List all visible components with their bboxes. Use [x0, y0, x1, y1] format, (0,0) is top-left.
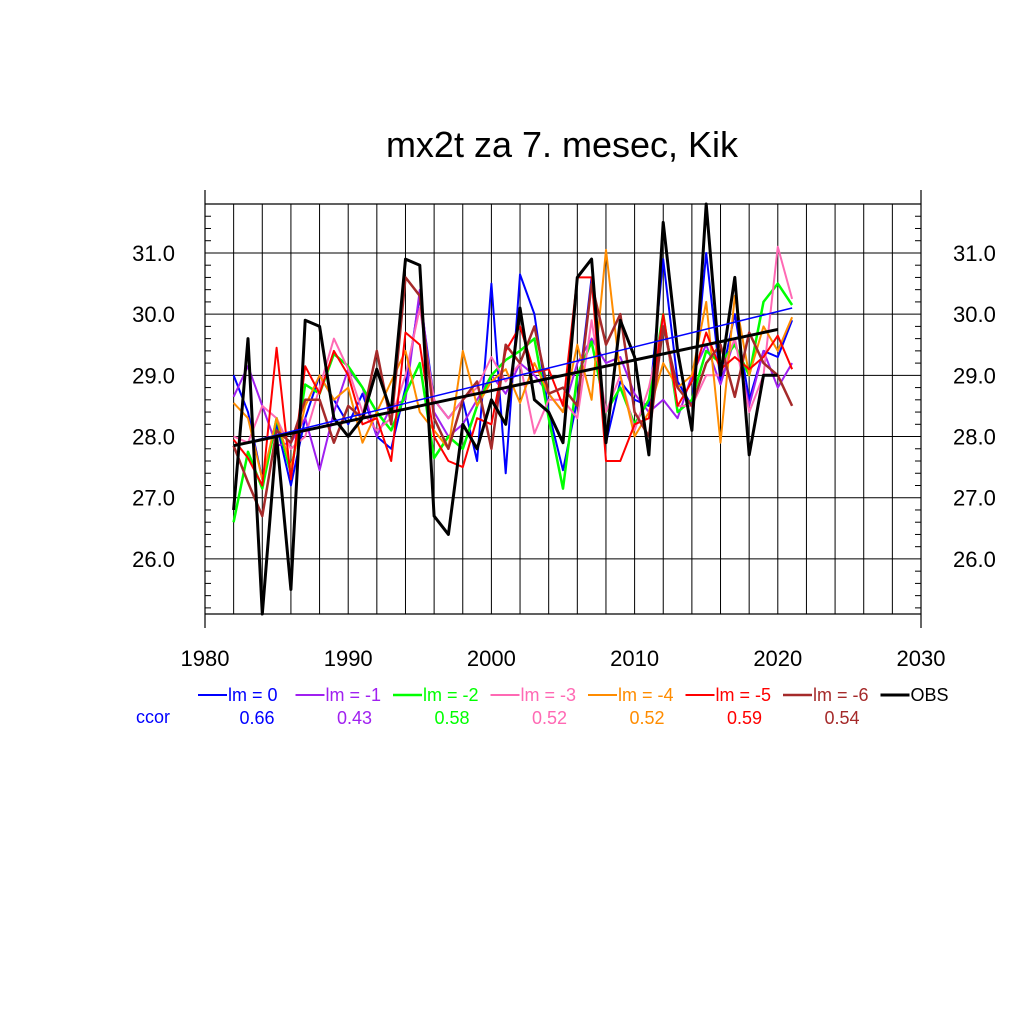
ccor-value-5: 0.59 — [727, 708, 762, 728]
y-tick-label-left: 29.0 — [132, 363, 175, 388]
legend-label-1: lm = -1 — [326, 685, 382, 705]
y-tick-label-left: 27.0 — [132, 486, 175, 511]
ccor-value-1: 0.43 — [337, 708, 372, 728]
y-tick-label-right: 28.0 — [953, 425, 996, 450]
ccor-value-6: 0.54 — [824, 708, 859, 728]
y-tick-label-right: 31.0 — [953, 241, 996, 266]
y-tick-label-left: 31.0 — [132, 241, 175, 266]
x-tick-label: 1990 — [324, 646, 373, 671]
legend-label-7: OBS — [911, 685, 949, 705]
y-tick-label-left: 26.0 — [132, 547, 175, 572]
legend-label-6: lm = -6 — [813, 685, 869, 705]
series-line-7 — [232, 202, 778, 616]
legend-label-3: lm = -3 — [521, 685, 577, 705]
ccor-value-4: 0.52 — [629, 708, 664, 728]
legend-label-0: lm = 0 — [228, 685, 278, 705]
legend-label-2: lm = -2 — [423, 685, 479, 705]
legend: lm = 0 0.66 lm = -1 0.43 lm = -2 0.58 lm = -3 0… — [136, 685, 949, 728]
chart-title: mx2t za 7. mesec, Kik — [386, 124, 739, 165]
ccor-value-2: 0.58 — [434, 708, 469, 728]
x-tick-label: 2020 — [753, 646, 802, 671]
y-tick-label-right: 26.0 — [953, 547, 996, 572]
y-tick-label-right: 27.0 — [953, 486, 996, 511]
x-tick-label: 1980 — [181, 646, 230, 671]
x-tick-label: 2010 — [610, 646, 659, 671]
series-lines — [232, 202, 794, 616]
x-tick-label: 2030 — [897, 646, 946, 671]
ccor-value-3: 0.52 — [532, 708, 567, 728]
x-tick-label: 2000 — [467, 646, 516, 671]
y-tick-label-right: 29.0 — [953, 363, 996, 388]
legend-label-5: lm = -5 — [716, 685, 772, 705]
y-tick-label-right: 30.0 — [953, 302, 996, 327]
legend-label-4: lm = -4 — [618, 685, 674, 705]
axes: 26.0 26.0 27.0 27.0 28.0 28.0 29.0 29.0 30.0 30.0… — [132, 190, 996, 671]
y-tick-label-left: 28.0 — [132, 425, 175, 450]
y-tick-label-left: 30.0 — [132, 302, 175, 327]
trend-line-0 — [233, 307, 793, 447]
ccor-label: ccor — [136, 707, 170, 727]
ccor-value-0: 0.66 — [239, 708, 274, 728]
trend-line-7 — [233, 327, 779, 448]
